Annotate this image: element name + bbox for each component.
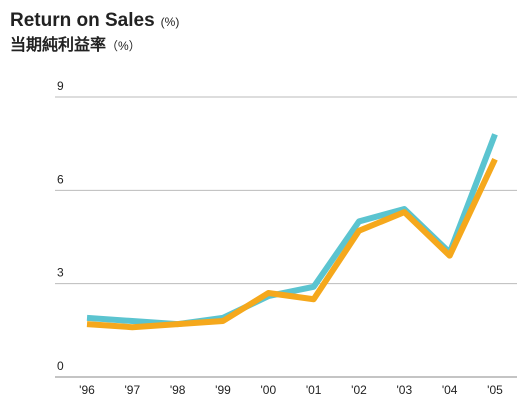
series-line: [86, 157, 498, 331]
x-tick-label: '02: [351, 383, 367, 397]
subtitle-text: 当期純利益率: [10, 35, 106, 54]
x-tick-label: '05: [487, 383, 503, 397]
title-text: Return on Sales: [10, 10, 155, 31]
x-tick-label: '98: [170, 383, 186, 397]
chart-subtitle: 当期純利益率（%）: [10, 35, 141, 54]
x-tick-label: '97: [125, 383, 141, 397]
x-tick-label: '01: [306, 383, 322, 397]
x-tick-label: '96: [79, 383, 95, 397]
x-tick-label: '00: [261, 383, 277, 397]
x-tick-label: '99: [215, 383, 231, 397]
x-tick-label: '03: [397, 383, 413, 397]
title-unit: (%): [161, 15, 180, 29]
y-tick-label: 9: [57, 79, 64, 93]
subtitle-unit: （%）: [106, 39, 141, 53]
y-tick-label: 3: [57, 266, 64, 280]
x-tick-label: '04: [442, 383, 458, 397]
y-tick-label: 0: [57, 359, 64, 373]
chart-title: Return on Sales (%): [10, 10, 179, 31]
y-tick-label: 6: [57, 172, 64, 186]
